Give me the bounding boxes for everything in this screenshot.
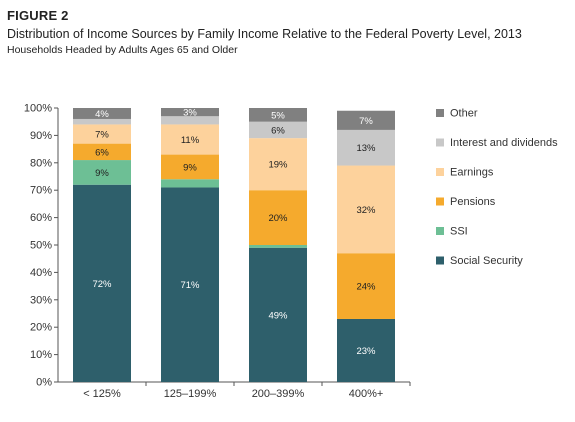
legend-swatch bbox=[436, 168, 444, 176]
bar-segment bbox=[161, 179, 219, 188]
legend-label: Social Security bbox=[450, 255, 523, 267]
bar-segment bbox=[337, 253, 395, 319]
data-label: 32% bbox=[356, 205, 376, 216]
y-tick-label: 40% bbox=[30, 267, 52, 279]
legend-label: Earnings bbox=[450, 167, 494, 179]
y-tick-label: 10% bbox=[30, 349, 52, 361]
bar-segment bbox=[161, 187, 219, 382]
data-label: 71% bbox=[180, 280, 200, 291]
data-label: 6% bbox=[271, 125, 285, 136]
data-label: 49% bbox=[268, 310, 288, 321]
legend-label: Other bbox=[450, 108, 478, 120]
x-tick-label: 125–199% bbox=[164, 388, 217, 400]
bar-segment bbox=[73, 118, 131, 125]
y-tick-label: 50% bbox=[30, 240, 52, 252]
bar-segment bbox=[249, 245, 307, 248]
data-label: 11% bbox=[181, 135, 200, 146]
bar-segment bbox=[249, 190, 307, 245]
chart-title: Distribution of Income Sources by Family… bbox=[7, 27, 522, 41]
x-tick-label: 200–399% bbox=[252, 388, 305, 400]
bar-segment bbox=[337, 129, 395, 166]
y-tick-label: 20% bbox=[30, 322, 52, 334]
legend-swatch bbox=[436, 227, 444, 235]
bar-segment bbox=[249, 138, 307, 191]
y-tick-label: 90% bbox=[30, 130, 52, 142]
bar-segment bbox=[249, 108, 307, 122]
legend-swatch bbox=[436, 256, 444, 265]
bar-segment bbox=[337, 110, 395, 130]
bar-segment bbox=[73, 184, 131, 382]
y-tick-label: 60% bbox=[30, 212, 52, 224]
bar-segment bbox=[73, 160, 131, 185]
y-tick-label: 30% bbox=[30, 294, 52, 306]
bar-segment bbox=[249, 247, 307, 382]
data-label: 13% bbox=[356, 143, 376, 154]
bar-segment bbox=[161, 124, 219, 155]
bar-segment bbox=[161, 154, 219, 180]
bar-segment bbox=[161, 108, 219, 117]
bar-segment bbox=[73, 108, 131, 119]
bar-segment bbox=[337, 165, 395, 254]
x-tick-label: < 125% bbox=[83, 388, 121, 400]
data-label: 24% bbox=[356, 282, 376, 293]
data-label: 7% bbox=[359, 116, 373, 127]
figure-label: FIGURE 2 bbox=[7, 8, 69, 23]
legend-swatch bbox=[436, 109, 444, 117]
data-label: 4% bbox=[95, 109, 109, 120]
data-label: 19% bbox=[268, 160, 288, 171]
chart-subtitle: Households Headed by Adults Ages 65 and … bbox=[7, 44, 238, 56]
bar-segment bbox=[161, 116, 219, 125]
data-label: 7% bbox=[95, 130, 109, 141]
x-tick-label: 400%+ bbox=[349, 388, 384, 400]
legend-swatch bbox=[436, 138, 444, 147]
bar-segment bbox=[249, 121, 307, 139]
legend-label: Interest and dividends bbox=[450, 137, 558, 149]
data-label: 23% bbox=[356, 346, 376, 357]
data-label: 72% bbox=[92, 279, 112, 290]
legend-swatch bbox=[436, 197, 444, 206]
y-tick-label: 80% bbox=[30, 157, 52, 169]
bar-segment bbox=[337, 318, 395, 382]
y-tick-label: 100% bbox=[24, 103, 52, 115]
data-label: 9% bbox=[183, 162, 197, 173]
legend-label: SSI bbox=[450, 226, 468, 238]
y-tick-label: 70% bbox=[30, 185, 52, 197]
data-label: 9% bbox=[95, 168, 109, 179]
data-label: 5% bbox=[271, 110, 285, 121]
data-label: 6% bbox=[95, 147, 109, 158]
y-tick-label: 0% bbox=[36, 377, 52, 389]
bar-segment bbox=[73, 143, 131, 161]
data-label: 3% bbox=[183, 108, 197, 119]
bar-segment bbox=[73, 124, 131, 144]
legend-label: Pensions bbox=[450, 196, 496, 208]
data-label: 20% bbox=[268, 213, 288, 224]
